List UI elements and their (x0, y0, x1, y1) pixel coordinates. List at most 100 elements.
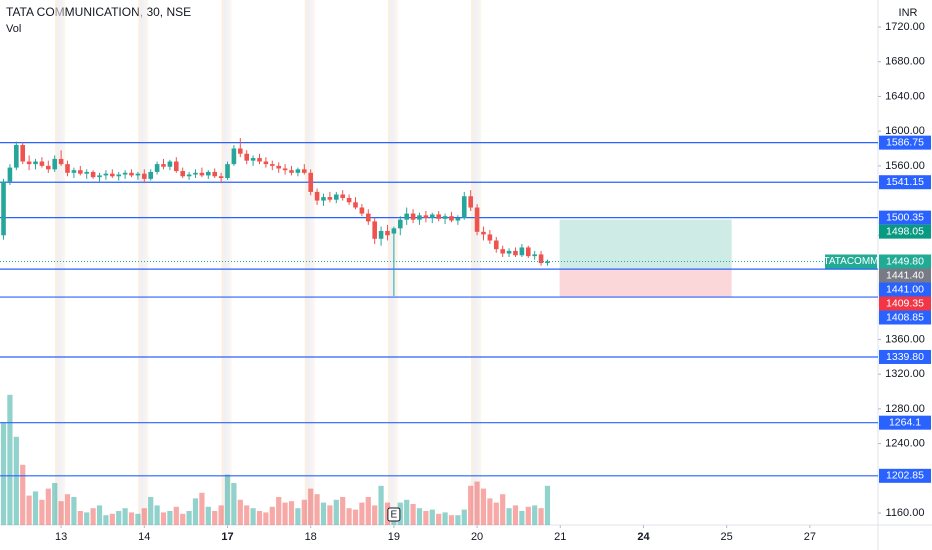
candle-body (7, 167, 13, 182)
x-tick-label: 18 (305, 531, 317, 543)
candle-body (519, 247, 525, 256)
volume-bar (282, 502, 288, 525)
volume-bar (39, 499, 45, 525)
volume-bar (109, 513, 115, 525)
volume-bar (378, 485, 384, 525)
candle-body (353, 202, 358, 208)
price-label-box (879, 282, 931, 297)
candle-body (455, 217, 461, 221)
candle-body (1, 181, 6, 236)
candle-body (129, 172, 134, 176)
price-label-box (879, 210, 931, 225)
volume-bar (90, 508, 96, 525)
volume-bar (186, 511, 192, 525)
x-tick-label: 17 (221, 531, 233, 543)
candle-body (493, 240, 499, 250)
candle-body (135, 173, 141, 176)
volume-bar (455, 515, 461, 525)
y-tick-label: 1160.00 (886, 507, 925, 519)
volume-bar (128, 512, 135, 525)
volume-bar (295, 508, 301, 525)
volume-bar (538, 508, 544, 525)
price-label: 1408.85 (886, 311, 924, 323)
candle-body (391, 228, 397, 234)
volume-bar (263, 512, 269, 525)
candle-body (46, 165, 51, 170)
symbol-label: TATACOMM (824, 256, 879, 267)
candle-body (103, 173, 109, 176)
candle-body (372, 221, 377, 239)
candle-body (276, 165, 281, 169)
candle-body (39, 161, 45, 166)
candle-body (148, 171, 154, 179)
candle-body (513, 250, 518, 256)
volume-bar (436, 513, 442, 525)
volume-bar (199, 492, 205, 525)
candle-body (237, 148, 243, 154)
volume-bar (77, 511, 83, 525)
volume-bar (429, 509, 435, 525)
candle-body (340, 194, 345, 198)
candle-body (199, 172, 205, 176)
volume-bar (506, 508, 512, 525)
volume-bar (32, 491, 39, 525)
volume-bar (205, 506, 211, 525)
event-marker-box (387, 507, 401, 522)
volume-bar (512, 505, 519, 525)
volume-bar (20, 464, 26, 525)
candle-body (397, 219, 403, 229)
price-label: 1441.40 (886, 269, 924, 281)
candle-body (365, 213, 371, 222)
y-tick-label: 1640.00 (885, 90, 925, 102)
volume-bar (96, 505, 103, 525)
candle-body (257, 158, 262, 162)
candle-body (423, 215, 429, 218)
candle-body (468, 196, 473, 208)
x-tick-label: 21 (554, 531, 566, 543)
candle-body (327, 197, 333, 200)
candle-body (289, 170, 294, 173)
candle-body (218, 176, 224, 179)
price-label: 1500.35 (886, 211, 924, 223)
volume-bar (173, 506, 179, 525)
price-label: 1409.35 (886, 297, 924, 309)
price-label: 1264.1 (889, 416, 921, 428)
x-tick-label: 19 (388, 531, 400, 543)
volume-bar (167, 511, 173, 525)
price-label-box (879, 224, 931, 239)
candle-body (359, 207, 365, 214)
volume-bar (327, 505, 333, 525)
candle-body (410, 213, 416, 220)
candle-body (449, 216, 454, 221)
candle-body (404, 213, 409, 220)
volume-bar (416, 508, 423, 525)
session-stripe (221, 0, 232, 525)
volume-bar (0, 422, 7, 525)
candle-body (244, 153, 249, 161)
volume-bar (352, 509, 359, 525)
candle-body (461, 196, 467, 218)
price-label-box (879, 468, 931, 483)
volume-bar (231, 483, 237, 525)
volume-bar (45, 488, 51, 525)
x-tick-label: 25 (721, 531, 733, 543)
volume-bar (308, 488, 314, 525)
candle-body (506, 250, 512, 254)
profit-zone (559, 219, 732, 269)
volume-bar (372, 505, 378, 525)
candle-body (231, 148, 237, 165)
volume-bar (160, 512, 167, 525)
candle-body (161, 164, 166, 167)
candle-body (346, 197, 352, 203)
x-tick-label: 24 (637, 531, 650, 543)
y-tick-label: 1320.00 (885, 368, 925, 380)
x-tick-label: 13 (55, 531, 67, 543)
candle-body (487, 234, 493, 241)
candle-body (436, 214, 441, 219)
volume-bar (442, 512, 448, 525)
session-stripe (387, 0, 398, 525)
candle-body (110, 173, 115, 177)
candle-body (481, 231, 486, 235)
candle-body (116, 174, 122, 177)
